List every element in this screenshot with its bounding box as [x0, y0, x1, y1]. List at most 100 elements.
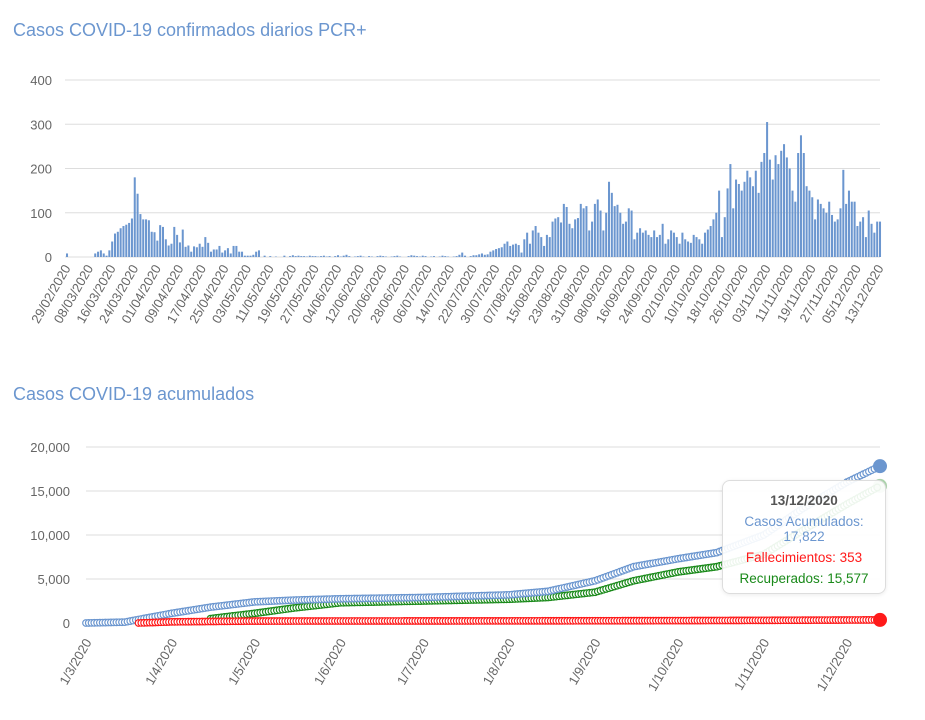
bar [839, 208, 842, 257]
y-tick-label: 400 [30, 73, 52, 88]
bar [421, 255, 424, 257]
bar [249, 255, 252, 257]
bar [610, 192, 613, 257]
bar [257, 250, 260, 257]
bar [334, 256, 337, 257]
bar [568, 223, 571, 257]
bar [774, 155, 777, 257]
bar [382, 256, 385, 257]
bar [190, 251, 193, 257]
bar [811, 197, 814, 257]
bar [94, 253, 97, 257]
bar [740, 190, 743, 257]
tooltip-date: 13/12/2020 [770, 493, 838, 508]
highlighted-point [873, 612, 887, 627]
bar [444, 256, 447, 257]
bar [627, 208, 630, 257]
bar [218, 245, 221, 257]
y-tick-label: 20,000 [30, 440, 70, 455]
bar [836, 219, 839, 257]
bar [215, 249, 218, 257]
bar [379, 255, 382, 257]
bar [122, 226, 125, 257]
bar [193, 246, 196, 257]
bar [856, 226, 859, 257]
bar [461, 252, 464, 257]
bar [492, 250, 495, 257]
bar [540, 237, 543, 257]
bar [283, 255, 286, 257]
bar [342, 255, 345, 257]
tooltip-fallecimientos: Fallecimientos: 353 [745, 550, 863, 565]
bar [726, 188, 729, 257]
bar [221, 252, 224, 257]
bar [647, 234, 650, 257]
bar [528, 243, 531, 257]
x-tick-label: 1/11/2020 [731, 636, 772, 693]
bar [672, 232, 675, 257]
x-tick-label: 1/7/2020 [394, 636, 432, 687]
cumulative-chart-title: Casos COVID-19 acumulados [13, 384, 255, 404]
bar [526, 232, 529, 257]
bar [754, 170, 757, 257]
bar [523, 239, 526, 257]
bar [413, 255, 416, 257]
bar [503, 243, 506, 257]
bar [667, 239, 670, 257]
bar [624, 221, 627, 257]
bar [797, 153, 800, 257]
bar [576, 218, 579, 257]
bar [831, 214, 834, 257]
bar [695, 237, 698, 257]
bar [729, 164, 732, 257]
bar [161, 226, 165, 257]
bar [500, 247, 503, 257]
bar [311, 256, 314, 257]
bar [701, 243, 704, 257]
bar [308, 255, 311, 257]
bar [805, 186, 808, 257]
bar [560, 222, 563, 257]
x-tick-label: 1/9/2020 [565, 636, 603, 687]
bar [864, 237, 867, 257]
bar [766, 122, 769, 257]
bar [328, 256, 331, 257]
bar [506, 241, 509, 257]
bar [757, 192, 760, 257]
bar [173, 226, 176, 257]
bar [698, 239, 701, 257]
bar [232, 245, 235, 257]
daily-chart-title: Casos COVID-19 confirmados diarios PCR+ [13, 20, 367, 40]
bar [520, 252, 523, 257]
bar [794, 201, 797, 257]
bar [788, 168, 791, 257]
bar [184, 246, 187, 257]
bar [130, 218, 133, 257]
bar [737, 183, 740, 257]
bar [432, 256, 436, 257]
bar [345, 254, 348, 257]
y-tick-label: 15,000 [30, 484, 70, 499]
bar [619, 212, 622, 257]
bar [802, 153, 805, 257]
bar [828, 201, 831, 257]
bar [235, 245, 238, 257]
bar [703, 232, 707, 257]
bar [537, 232, 540, 257]
bar [108, 250, 111, 257]
bar [588, 230, 591, 257]
bar [571, 228, 574, 257]
y-tick-label: 0 [63, 616, 70, 631]
bar [478, 254, 481, 257]
bar [783, 144, 786, 257]
bar [605, 212, 608, 257]
bar [497, 248, 500, 257]
bar [808, 190, 811, 257]
bar [407, 256, 410, 257]
bar [475, 255, 478, 257]
y-tick-label: 100 [30, 206, 52, 221]
bar [105, 255, 108, 257]
bar [565, 206, 568, 257]
daily-cases-bar-chart: 010020030040029/02/202008/03/202016/03/2… [28, 73, 887, 326]
bar [743, 181, 746, 257]
